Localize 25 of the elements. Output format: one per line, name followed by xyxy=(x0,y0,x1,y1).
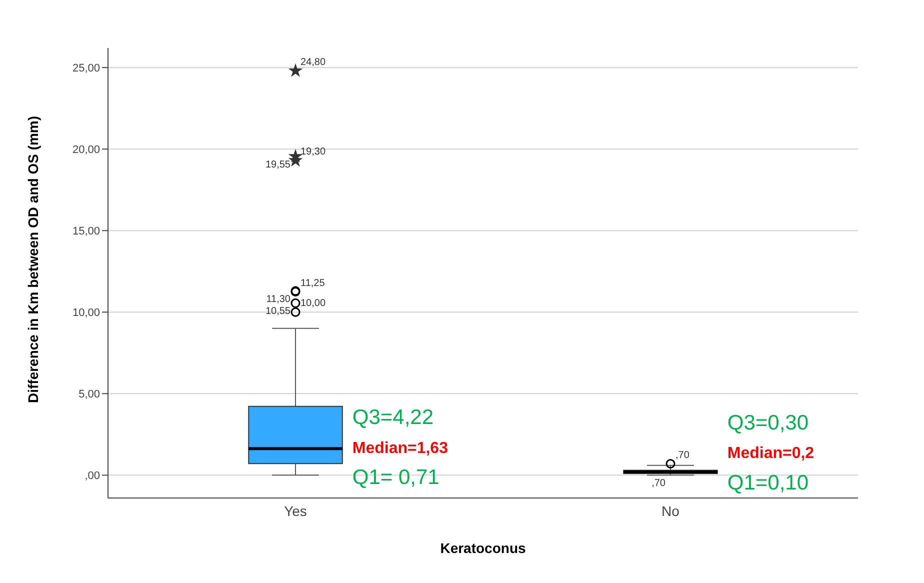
annotation: ,70 xyxy=(676,450,690,461)
annotation: Median=0,2 xyxy=(727,445,814,462)
annotation: Q3=0,30 xyxy=(727,412,809,435)
annotation: 10,00 xyxy=(300,298,326,310)
annotation: Q1= 0,71 xyxy=(352,466,440,490)
x-tick-label: No xyxy=(662,502,680,519)
y-tick-label: ,00 xyxy=(84,470,100,482)
annotation: 11,25 xyxy=(300,278,326,289)
y-tick-label: 15,00 xyxy=(72,226,100,238)
y-tick-label: 25,00 xyxy=(72,62,100,74)
annotation: 24,80 xyxy=(300,56,326,68)
x-tick-label: Yes xyxy=(284,502,307,519)
annotation: Q1=0,10 xyxy=(727,472,809,495)
y-tick-label: 20,00 xyxy=(72,144,100,156)
annotation: 19,55 xyxy=(265,159,291,170)
y-tick-label: 5,00 xyxy=(78,388,100,401)
annotation: Median=1,63 xyxy=(352,440,448,457)
annotation: Q3=4,22 xyxy=(352,406,434,430)
x-axis-title: Keratoconus xyxy=(440,540,526,556)
y-axis-title: Difference in Km between OD and OS (mm) xyxy=(24,116,41,403)
annotation: 10,55 xyxy=(265,306,291,318)
annotation: 11,30 xyxy=(266,294,291,305)
y-tick-label: 10,00 xyxy=(72,307,100,320)
annotation: ,70 xyxy=(652,478,666,490)
annotation: 19,30 xyxy=(300,146,326,158)
